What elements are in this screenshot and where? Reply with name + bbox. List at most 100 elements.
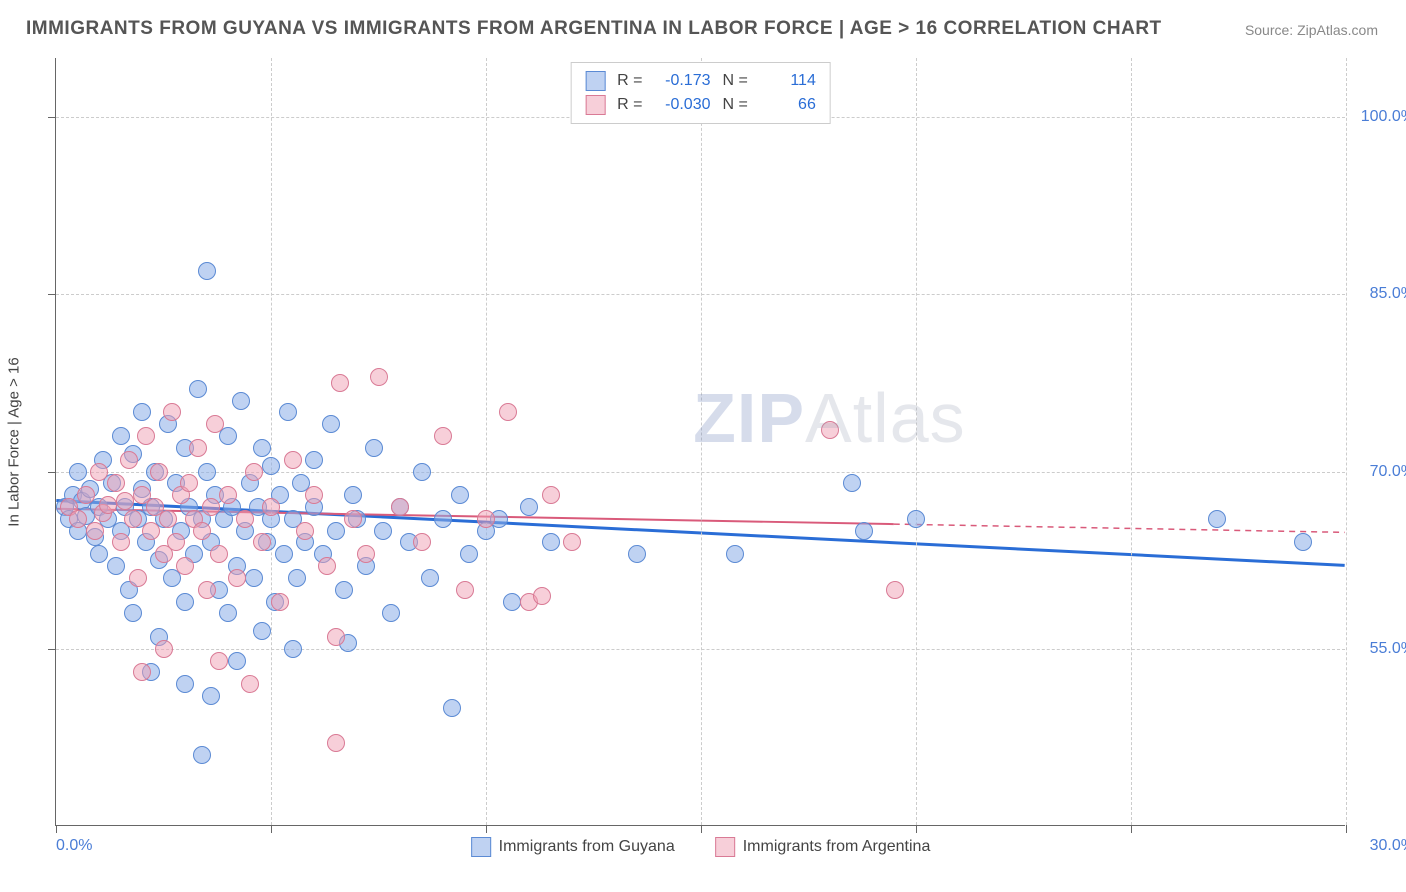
r-label: R = [617,93,642,117]
scatter-point [206,415,224,433]
scatter-point [155,640,173,658]
scatter-point [331,374,349,392]
y-tick-label: 85.0% [1355,285,1406,303]
scatter-point [365,439,383,457]
x-tick-mark [271,825,272,833]
scatter-point [374,522,392,540]
scatter-point [232,392,250,410]
scatter-point [90,545,108,563]
scatter-point [1294,533,1312,551]
scatter-point [344,486,362,504]
scatter-point [236,510,254,528]
scatter-point [382,604,400,622]
scatter-point [391,498,409,516]
scatter-point [253,439,271,457]
scatter-point [563,533,581,551]
scatter-point [344,510,362,528]
n-label: N = [723,69,748,93]
scatter-point [434,427,452,445]
y-axis-title: In Labor Force | Age > 16 [6,357,23,526]
gridline-v [1346,58,1347,825]
scatter-point [318,557,336,575]
scatter-point [357,545,375,563]
n-value-argentina: 66 [760,93,816,117]
x-tick-mark [486,825,487,833]
r-value-guyana: -0.173 [655,69,711,93]
scatter-point [86,522,104,540]
scatter-point [129,569,147,587]
scatter-point [456,581,474,599]
y-tick-label: 100.0% [1355,108,1406,126]
scatter-point [855,522,873,540]
scatter-point [843,474,861,492]
scatter-point [335,581,353,599]
scatter-point [228,652,246,670]
scatter-point [176,557,194,575]
scatter-point [107,557,125,575]
scatter-point [284,451,302,469]
scatter-point [305,451,323,469]
n-value-guyana: 114 [760,69,816,93]
r-label: R = [617,69,642,93]
scatter-point [202,687,220,705]
scatter-point [69,463,87,481]
scatter-point [193,522,211,540]
scatter-point [370,368,388,386]
legend-item-guyana: Immigrants from Guyana [471,837,675,857]
scatter-point [503,593,521,611]
x-tick-label: 0.0% [56,837,92,855]
scatter-point [219,604,237,622]
x-tick-mark [916,825,917,833]
series-name-guyana: Immigrants from Guyana [499,838,675,856]
x-tick-mark [56,825,57,833]
y-tick-label: 55.0% [1355,640,1406,658]
x-tick-mark [701,825,702,833]
scatter-point [253,622,271,640]
scatter-point [159,510,177,528]
scatter-point [133,403,151,421]
swatch-argentina [715,837,735,857]
scatter-point [193,746,211,764]
scatter-point [275,545,293,563]
scatter-point [176,593,194,611]
scatter-point [327,628,345,646]
scatter-point [253,533,271,551]
scatter-point [99,496,117,514]
scatter-point [210,652,228,670]
x-tick-mark [1131,825,1132,833]
scatter-point [245,463,263,481]
scatter-point [907,510,925,528]
scatter-point [142,522,160,540]
scatter-point [120,451,138,469]
scatter-point [628,545,646,563]
scatter-point [296,522,314,540]
scatter-point [112,427,130,445]
gridline-v [916,58,917,825]
scatter-point [167,533,185,551]
scatter-point [542,486,560,504]
scatter-point [198,463,216,481]
n-label: N = [723,93,748,117]
legend-series-box: Immigrants from Guyana Immigrants from A… [471,837,931,857]
scatter-point [262,457,280,475]
chart-title: IMMIGRANTS FROM GUYANA VS IMMIGRANTS FRO… [26,18,1162,40]
gridline-v [486,58,487,825]
scatter-point [189,380,207,398]
scatter-point [284,640,302,658]
scatter-point [150,463,168,481]
legend-stats-row-argentina: R = -0.030 N = 66 [585,93,816,117]
scatter-point [133,663,151,681]
scatter-point [180,474,198,492]
scatter-point [112,533,130,551]
scatter-point [322,415,340,433]
scatter-point [219,486,237,504]
scatter-point [163,403,181,421]
gridline-v [271,58,272,825]
scatter-point [413,533,431,551]
y-tick-mark [48,294,56,295]
legend-item-argentina: Immigrants from Argentina [715,837,931,857]
x-tick-mark [1346,825,1347,833]
swatch-argentina [585,95,605,115]
scatter-point [1208,510,1226,528]
x-tick-label: 30.0% [1355,837,1406,855]
